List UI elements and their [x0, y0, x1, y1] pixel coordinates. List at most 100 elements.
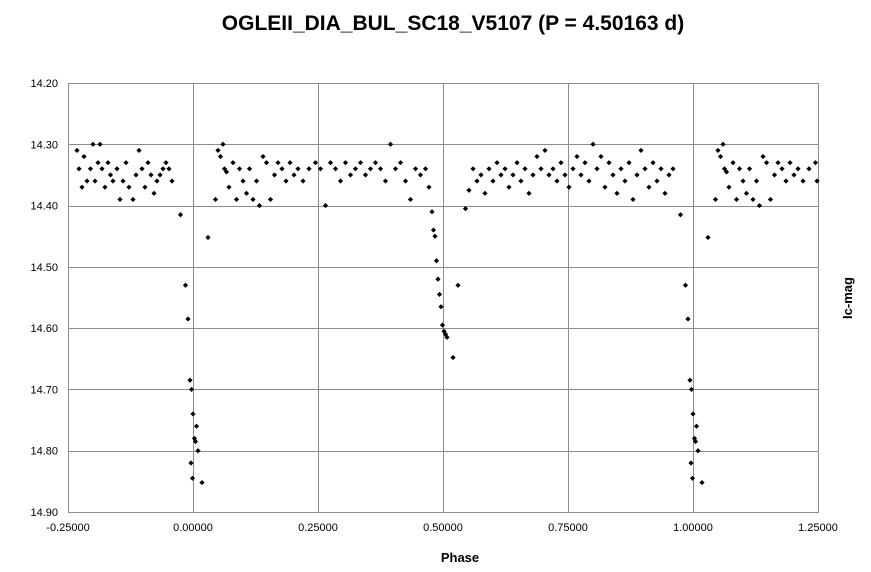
data-point	[514, 160, 520, 166]
data-point	[263, 160, 270, 166]
data-point	[240, 178, 246, 184]
data-point	[546, 172, 552, 178]
data-point	[337, 178, 344, 184]
x-tick-label: 0.50000	[423, 522, 463, 534]
data-point	[188, 460, 194, 466]
data-point	[295, 166, 301, 172]
data-point	[542, 147, 548, 154]
data-point	[145, 160, 151, 166]
data-point	[682, 282, 689, 288]
data-point	[327, 160, 334, 166]
data-point	[430, 227, 437, 233]
data-point	[518, 178, 524, 184]
data-point	[610, 172, 616, 178]
data-point	[602, 184, 608, 190]
data-point	[771, 172, 778, 178]
data-point	[102, 184, 108, 190]
data-point	[814, 178, 820, 184]
data-point	[666, 172, 672, 178]
data-point	[606, 160, 612, 166]
data-point	[658, 166, 664, 172]
data-point	[372, 160, 379, 166]
data-point	[630, 196, 636, 203]
data-point	[130, 196, 136, 203]
data-point	[614, 190, 620, 196]
data-point	[154, 178, 160, 184]
data-point	[534, 153, 540, 160]
data-point	[662, 190, 668, 196]
data-point	[322, 202, 329, 209]
data-point	[271, 172, 278, 178]
data-point	[756, 202, 763, 209]
data-point	[506, 184, 512, 190]
data-point	[136, 147, 142, 154]
data-point	[114, 166, 120, 172]
x-tick-label: 1.00000	[673, 522, 713, 534]
data-point	[84, 178, 90, 184]
data-point	[736, 166, 743, 172]
data-point	[779, 166, 785, 172]
data-point	[494, 160, 500, 166]
data-point	[107, 172, 114, 178]
data-point	[800, 178, 806, 184]
data-point	[654, 178, 660, 184]
data-point	[193, 423, 200, 429]
data-point	[177, 212, 184, 218]
data-point	[279, 166, 285, 172]
data-point	[205, 234, 211, 241]
data-point	[160, 166, 166, 172]
data-point	[426, 184, 432, 190]
data-point	[582, 160, 588, 166]
data-point	[562, 172, 568, 178]
data-point	[253, 178, 260, 184]
data-point	[291, 172, 297, 178]
data-point	[230, 160, 236, 166]
data-point	[233, 196, 240, 203]
data-point	[123, 160, 129, 166]
data-point	[402, 178, 409, 184]
data-point	[362, 172, 369, 178]
data-point	[97, 141, 103, 147]
data-point	[687, 377, 693, 383]
data-point	[422, 166, 429, 172]
y-tick-label: 14.80	[30, 446, 58, 458]
y-tick-label: 14.50	[30, 262, 58, 274]
data-point	[199, 479, 205, 486]
data-point	[377, 166, 384, 172]
data-point	[215, 147, 221, 154]
data-point	[695, 448, 701, 454]
data-point	[256, 202, 263, 209]
data-point	[267, 196, 274, 203]
data-point	[283, 178, 289, 184]
data-point	[699, 479, 705, 486]
data-point	[750, 196, 756, 203]
data-point	[217, 153, 224, 160]
data-point	[618, 166, 624, 172]
data-point	[474, 178, 480, 184]
data-point	[726, 184, 732, 190]
data-point	[250, 196, 256, 203]
data-point	[169, 178, 175, 184]
y-tick-label: 14.40	[30, 201, 58, 213]
data-point	[182, 282, 189, 288]
data-point	[260, 153, 266, 160]
data-point	[432, 233, 438, 239]
data-point	[590, 141, 596, 147]
data-point	[763, 160, 770, 166]
data-point	[574, 153, 580, 160]
data-point	[110, 178, 116, 184]
data-point	[332, 166, 339, 172]
data-point	[117, 196, 123, 203]
data-point	[670, 166, 676, 172]
x-tick-label: 0.75000	[548, 522, 588, 534]
data-point	[142, 184, 148, 190]
data-point	[450, 354, 456, 361]
data-point	[157, 172, 163, 178]
data-point	[743, 190, 750, 196]
data-point	[740, 178, 746, 184]
data-point	[190, 411, 196, 417]
data-point	[433, 258, 440, 264]
data-point	[712, 196, 719, 203]
data-point	[148, 172, 154, 178]
